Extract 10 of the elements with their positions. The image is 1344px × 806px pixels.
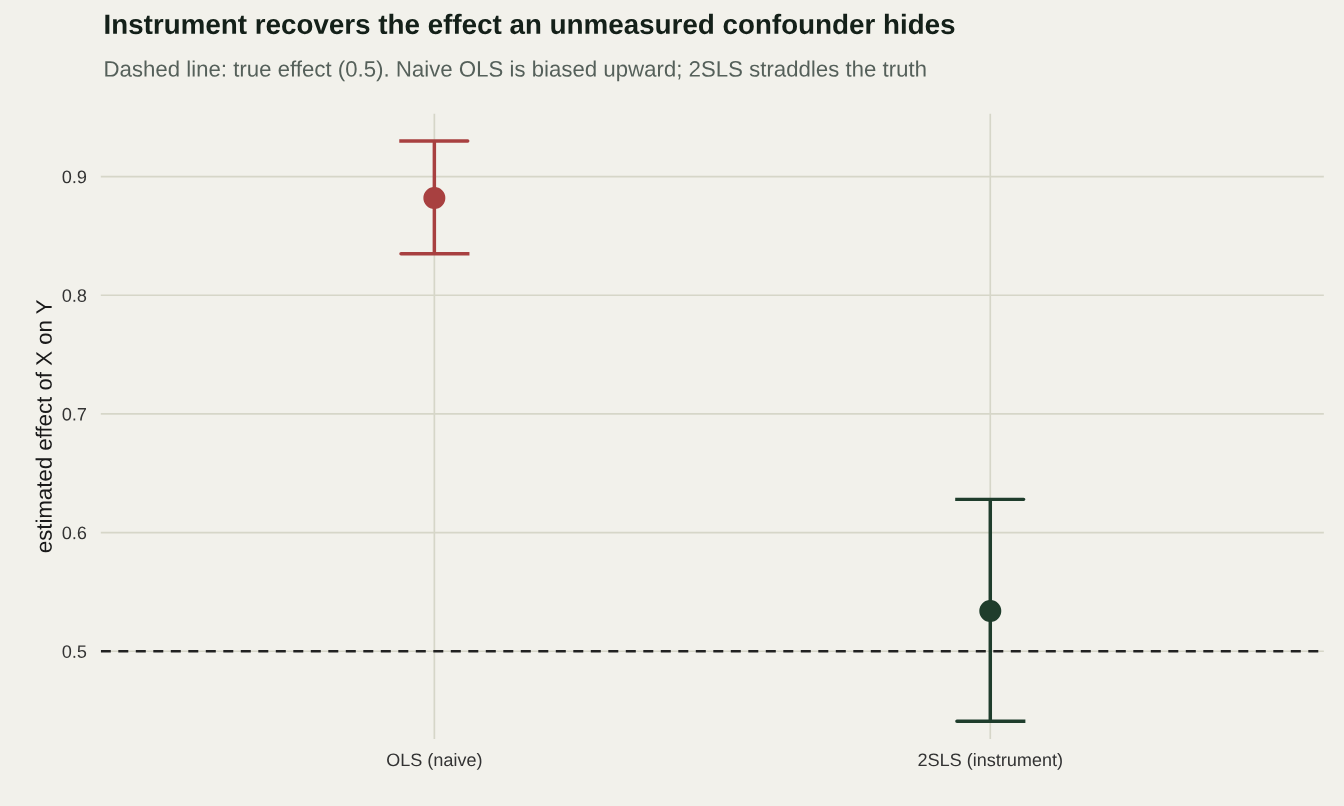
y-tick-label: 0.5 — [62, 645, 87, 658]
y-tick-label: 0.6 — [62, 526, 87, 540]
chart-subtitle: Dashed line: true effect (0.5). Naive OLS is biased upward; 2SLS straddles the truth — [105, 60, 926, 82]
y-tick-label: 0.8 — [62, 289, 87, 302]
chart-title: Instrument recovers the effect an unmeasured confounder hides — [105, 13, 955, 35]
y-tick-label: 0.7 — [62, 407, 87, 421]
y-axis-title: estimated effect of X on Y — [35, 300, 52, 553]
y-tick-label: 0.9 — [62, 170, 87, 184]
x-tick-label: OLS (naive) — [387, 752, 482, 770]
x-tick-label: 2SLS (instrument) — [918, 752, 1062, 770]
